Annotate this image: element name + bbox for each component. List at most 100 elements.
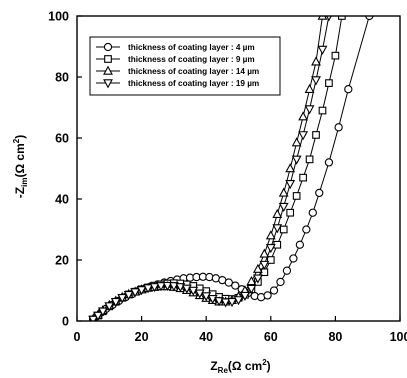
y-tick-label-4: 60 [55,132,69,146]
legend-marker-1 [103,42,113,52]
legend-marker-4 [103,79,113,89]
series-4-point-1 [88,315,99,321]
series-2-point-38 [325,79,333,87]
series-1-point-40 [344,85,353,94]
x-tick-label-2: 20 [135,330,149,344]
series-4-point-11 [149,283,160,293]
series-1-point-24 [231,281,240,290]
series-3-point-29 [265,230,276,240]
plot-area [88,16,374,321]
axes: 0 20 40 60 80 100 0 20 40 60 80 100 ZRe(Ω cm2) -Zim(Ω… [12,10,407,376]
series-4-point-18 [194,289,205,299]
series-4-point-24 [233,296,244,306]
series-4-point-3 [97,307,108,317]
series-4-point-26 [246,284,257,295]
series-2-point-31 [279,225,288,234]
series-4-point-14 [168,282,179,292]
series-1-point-41 [365,16,374,21]
legend-marker-2 [104,55,112,63]
series-3-point-30 [272,208,283,218]
series-4 [88,16,332,321]
series-2-point-40 [338,16,346,20]
series-4-point-34 [298,131,309,141]
series-2-point-32 [286,208,295,217]
legend: thickness of coating layer : 4 µm thickne… [89,36,281,96]
series-4-point-6 [117,294,128,304]
series-4-point-25 [240,291,250,302]
series-1-point-37 [315,188,324,198]
series-3-point-28 [259,248,270,258]
x-tick-label-3: 40 [199,330,213,344]
series-1-point-23 [224,278,233,287]
series-4-point-31 [278,202,289,212]
x-tick-label-1: 0 [74,330,81,344]
plot-frame [76,15,401,322]
x-tick-label-6: 100 [390,330,407,344]
series-2-point-35 [305,155,314,164]
series-4-point-8 [130,288,141,298]
series-4-point-37 [317,45,328,55]
series-1-point-29 [263,291,272,300]
series-4-point-21 [214,297,225,307]
legend-label-4: thickness of coating layer : 19 µm [128,79,259,88]
y-axis-label: -Zim(Ω cm2) [12,135,29,198]
legend-label-1: thickness of coating layer : 4 µm [128,43,255,52]
series-1-point-34 [295,240,305,249]
series-1-point-36 [308,208,317,217]
series-3-point-33 [291,137,302,147]
series-4-point-10 [143,284,153,294]
series-1-point-39 [334,123,343,132]
series-4-point-5 [110,298,121,308]
series-4-point-17 [188,286,199,296]
x-tick-label-5: 80 [328,330,342,344]
legend-box [89,36,281,96]
legend-label-3: thickness of coating layer : 14 µm [128,67,259,76]
series-1-point-33 [289,254,298,263]
y-tick-label-2: 20 [55,254,69,268]
series-3-point-27 [252,263,263,273]
series-2-point-29 [266,256,275,264]
series-4-point-32 [285,180,296,190]
series-4-point-27 [252,274,263,284]
series-1-point-30 [269,286,279,295]
series-2-point-37 [318,106,327,115]
series-2-point-33 [292,192,301,200]
series-3-point-31 [278,187,289,197]
y-tick-label-6: 100 [48,10,69,24]
series-3-point-36 [311,56,321,66]
series-4-point-15 [175,283,186,293]
series-3-point-34 [298,111,309,121]
series-3-point-32 [285,163,296,173]
series-4-point-7 [123,291,134,301]
legend-label-2: thickness of coating layer : 9 µm [128,55,255,64]
series-4-point-23 [227,298,237,308]
legend-marker-3 [103,65,113,75]
x-tick-label-4: 60 [264,330,278,344]
series-4-point-19 [201,292,212,302]
y-tick-label-5: 80 [55,71,69,85]
y-tick-label-3: 40 [55,193,69,207]
series-4-point-22 [220,298,231,308]
series-4-point-33 [291,155,302,165]
series-4-point-30 [272,224,283,234]
series-3-point-35 [304,83,315,93]
series-2-point-36 [312,131,320,139]
series-1-point-31 [276,277,285,287]
series-3-point-37 [317,16,328,20]
series-2-point-39 [331,51,340,60]
x-axis-label: ZRe(Ω cm2) [210,358,270,375]
series-3-point-26 [246,275,257,286]
series-1-point-35 [302,225,311,234]
series-4-point-28 [259,260,270,270]
series-4-point-13 [162,281,173,291]
series-1-point-32 [282,266,292,275]
series-4-point-4 [104,302,115,312]
y-tick-label-1: 0 [62,315,69,329]
series-4-point-2 [93,311,103,321]
series-4-point-36 [311,76,321,86]
series-4-point-29 [265,244,276,254]
series-1-point-38 [324,158,334,167]
series-4-point-9 [136,286,147,296]
series-4-point-35 [304,105,315,115]
